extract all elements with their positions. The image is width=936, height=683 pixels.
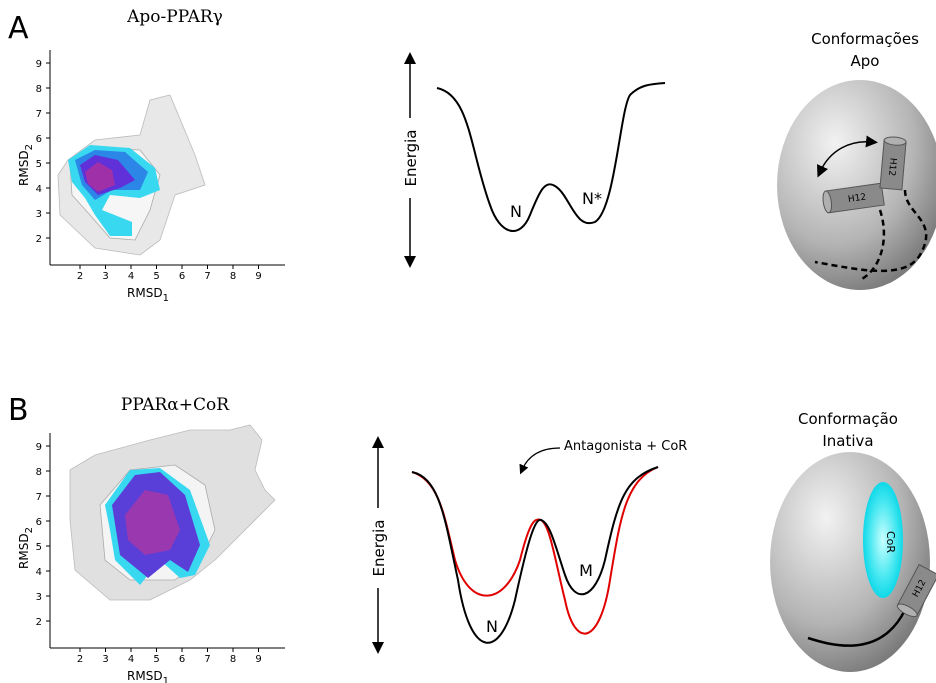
x-tick-label: 5 [153, 654, 159, 665]
panel-label: B [8, 393, 29, 428]
annotation-arrow [519, 447, 561, 475]
y-tick-label: 6 [36, 517, 42, 528]
y-tick-label: 7 [36, 109, 42, 120]
energy-curve [411, 466, 659, 644]
energy-label: Energia [402, 130, 420, 187]
x-tick-label: 4 [128, 654, 134, 665]
plot-title: PPARα+CoR [121, 395, 230, 415]
contour [85, 162, 115, 192]
y-tick-label: 3 [36, 209, 42, 220]
x-tick-label: 6 [179, 654, 185, 665]
y-tick-label: 2 [36, 617, 42, 628]
model-title: Conformação [798, 410, 898, 428]
energy-label: Energia [370, 520, 388, 577]
label-text: RMSD [127, 286, 163, 300]
state-label: N* [582, 189, 602, 208]
x-tick-label: 3 [102, 271, 108, 282]
y-tick-label: 8 [36, 467, 42, 478]
y-tick-label: 5 [36, 159, 42, 170]
y-tick-label: 5 [36, 542, 42, 553]
helix-end [822, 190, 833, 214]
panel-label: A [8, 11, 29, 46]
cofactor [863, 482, 903, 598]
label-sub: 2 [24, 527, 35, 533]
label-sub: 1 [163, 676, 169, 683]
state-label: N [486, 617, 498, 636]
y-tick-label: 9 [36, 442, 42, 453]
label-text: RMSD [127, 669, 163, 683]
state-label: N [510, 202, 522, 221]
y-axis-label: RMSD2 [17, 527, 35, 569]
y-tick-label: 3 [36, 592, 42, 603]
helix-end [883, 136, 907, 146]
annotation: Antagonista + CoR [564, 439, 687, 454]
helix-label: H12 [847, 192, 866, 204]
tail [859, 209, 886, 282]
x-tick-label: 3 [102, 654, 108, 665]
cofactor-label: CoR [884, 531, 897, 553]
helix: H12 [896, 563, 936, 618]
x-axis-label: RMSD1 [127, 669, 169, 683]
label-text: RMSD [17, 150, 31, 186]
state-label: M [579, 561, 593, 580]
energy-curve-red [411, 466, 659, 635]
protein [770, 452, 930, 672]
y-tick-label: 2 [36, 234, 42, 245]
x-tick-label: 9 [255, 654, 261, 665]
plot-title: Apo-PPARγ [126, 7, 223, 27]
label-bg [400, 118, 420, 198]
x-tick-label: 2 [77, 654, 83, 665]
y-tick-label: 7 [36, 492, 42, 503]
y-tick-label: 4 [36, 567, 42, 578]
helix: H12 [879, 136, 907, 191]
x-tick-label: 2 [77, 271, 83, 282]
label-bg [368, 508, 388, 588]
label-text: RMSD [17, 533, 31, 569]
y-tick-label: 4 [36, 184, 42, 195]
y-axis-label: RMSD2 [17, 144, 35, 186]
x-tick-label: 5 [153, 271, 159, 282]
model-title: Apo [851, 52, 880, 70]
x-tick-label: 8 [230, 271, 236, 282]
x-axis-label: RMSD1 [127, 286, 169, 304]
protein [777, 80, 936, 290]
y-tick-label: 9 [36, 59, 42, 70]
x-tick-label: 7 [204, 271, 210, 282]
y-tick-label: 8 [36, 84, 42, 95]
helix-label: H12 [886, 157, 898, 176]
tail [814, 189, 928, 273]
x-tick-label: 8 [230, 654, 236, 665]
y-tick-label: 6 [36, 134, 42, 145]
label-sub: 1 [163, 293, 169, 304]
x-tick-label: 6 [179, 271, 185, 282]
helix: H12 [822, 182, 885, 214]
helix-end [896, 603, 918, 618]
model-title: Conformações [811, 30, 919, 48]
energy-curve [436, 82, 666, 232]
x-tick-label: 7 [204, 654, 210, 665]
tail [807, 609, 907, 647]
model-title: Inativa [822, 432, 873, 450]
x-tick-label: 4 [128, 271, 134, 282]
label-sub: 2 [24, 144, 35, 150]
contour [125, 490, 180, 555]
x-tick-label: 9 [255, 271, 261, 282]
motion-arrow [817, 135, 878, 178]
